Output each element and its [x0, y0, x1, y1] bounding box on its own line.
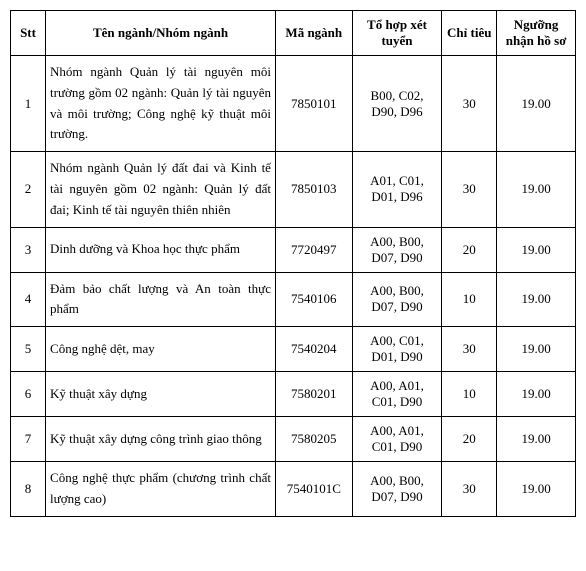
- cell-threshold: 19.00: [497, 56, 576, 152]
- cell-threshold: 19.00: [497, 227, 576, 272]
- cell-code: 7850101: [275, 56, 352, 152]
- cell-quota: 30: [442, 327, 497, 372]
- header-threshold: Ngưỡng nhận hồ sơ: [497, 11, 576, 56]
- cell-combo: A00, A01, C01, D90: [352, 417, 442, 462]
- cell-name: Dinh dưỡng và Khoa học thực phẩm: [46, 227, 276, 272]
- admissions-table: Stt Tên ngành/Nhóm ngành Mã ngành Tổ hợp…: [10, 10, 576, 517]
- cell-code: 7580201: [275, 372, 352, 417]
- cell-stt: 3: [11, 227, 46, 272]
- table-row: 6Kỹ thuật xây dựng7580201A00, A01, C01, …: [11, 372, 576, 417]
- cell-combo: A00, A01, C01, D90: [352, 372, 442, 417]
- cell-quota: 20: [442, 417, 497, 462]
- cell-name: Nhóm ngành Quản lý tài nguyên môi trường…: [46, 56, 276, 152]
- table-row: 1Nhóm ngành Quản lý tài nguyên môi trườn…: [11, 56, 576, 152]
- cell-threshold: 19.00: [497, 272, 576, 327]
- cell-code: 7540204: [275, 327, 352, 372]
- cell-name: Công nghệ thực phẩm (chương trình chất l…: [46, 462, 276, 517]
- cell-threshold: 19.00: [497, 152, 576, 227]
- cell-threshold: 19.00: [497, 417, 576, 462]
- cell-quota: 10: [442, 272, 497, 327]
- header-combo: Tổ hợp xét tuyển: [352, 11, 442, 56]
- table-row: 2Nhóm ngành Quản lý đất đai và Kinh tế t…: [11, 152, 576, 227]
- cell-name: Đảm bảo chất lượng và An toàn thực phẩm: [46, 272, 276, 327]
- cell-threshold: 19.00: [497, 327, 576, 372]
- table-row: 4Đảm bảo chất lượng và An toàn thực phẩm…: [11, 272, 576, 327]
- header-name: Tên ngành/Nhóm ngành: [46, 11, 276, 56]
- cell-code: 7540101C: [275, 462, 352, 517]
- cell-name: Nhóm ngành Quản lý đất đai và Kinh tế tà…: [46, 152, 276, 227]
- table-row: 8Công nghệ thực phẩm (chương trình chất …: [11, 462, 576, 517]
- cell-quota: 30: [442, 56, 497, 152]
- cell-stt: 6: [11, 372, 46, 417]
- header-code: Mã ngành: [275, 11, 352, 56]
- header-stt: Stt: [11, 11, 46, 56]
- cell-code: 7580205: [275, 417, 352, 462]
- cell-name: Công nghệ dệt, may: [46, 327, 276, 372]
- table-row: 5Công nghệ dệt, may7540204A00, C01, D01,…: [11, 327, 576, 372]
- cell-code: 7720497: [275, 227, 352, 272]
- table-row: 3Dinh dưỡng và Khoa học thực phẩm7720497…: [11, 227, 576, 272]
- cell-stt: 1: [11, 56, 46, 152]
- cell-combo: A00, C01, D01, D90: [352, 327, 442, 372]
- cell-threshold: 19.00: [497, 462, 576, 517]
- cell-stt: 5: [11, 327, 46, 372]
- cell-combo: A00, B00, D07, D90: [352, 462, 442, 517]
- cell-quota: 20: [442, 227, 497, 272]
- header-quota: Chỉ tiêu: [442, 11, 497, 56]
- cell-stt: 2: [11, 152, 46, 227]
- cell-quota: 30: [442, 462, 497, 517]
- cell-quota: 30: [442, 152, 497, 227]
- cell-combo: B00, C02, D90, D96: [352, 56, 442, 152]
- cell-name: Kỹ thuật xây dựng công trình giao thông: [46, 417, 276, 462]
- table-row: 7Kỹ thuật xây dựng công trình giao thông…: [11, 417, 576, 462]
- cell-stt: 8: [11, 462, 46, 517]
- cell-stt: 4: [11, 272, 46, 327]
- cell-stt: 7: [11, 417, 46, 462]
- cell-code: 7850103: [275, 152, 352, 227]
- cell-quota: 10: [442, 372, 497, 417]
- cell-code: 7540106: [275, 272, 352, 327]
- cell-combo: A00, B00, D07, D90: [352, 272, 442, 327]
- cell-threshold: 19.00: [497, 372, 576, 417]
- header-row: Stt Tên ngành/Nhóm ngành Mã ngành Tổ hợp…: [11, 11, 576, 56]
- cell-name: Kỹ thuật xây dựng: [46, 372, 276, 417]
- cell-combo: A01, C01, D01, D96: [352, 152, 442, 227]
- cell-combo: A00, B00, D07, D90: [352, 227, 442, 272]
- table-body: 1Nhóm ngành Quản lý tài nguyên môi trườn…: [11, 56, 576, 517]
